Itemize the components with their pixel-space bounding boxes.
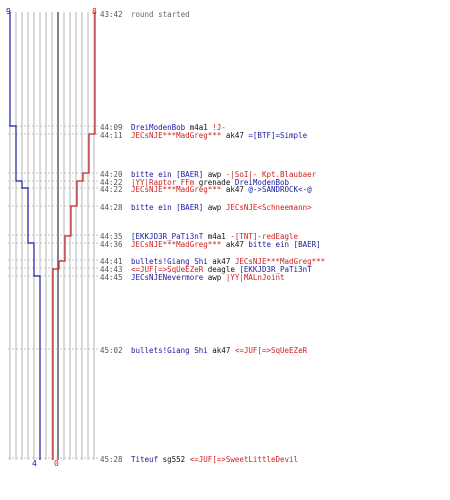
player-name: -|SoI|- Kpt.Blaubaer: [225, 170, 317, 179]
weapon-name: m4a1: [203, 232, 231, 241]
weapon-name: deagle: [203, 265, 240, 274]
player-name: !J-: [212, 123, 226, 132]
weapon-name: ak47: [221, 131, 249, 140]
event-timestamp: 44:35: [100, 232, 123, 241]
kill-event: DreiModenBob m4a1 !J-: [131, 123, 226, 132]
event-timestamp: 44:22: [100, 178, 123, 187]
red-end-score: 0: [54, 459, 59, 468]
blue-team-alive-line: [9, 12, 41, 460]
weapon-name: ak47: [207, 346, 235, 355]
player-name: JECsNJE<Schneemann>: [225, 203, 312, 212]
kill-event: |YY|Raptor_FFm grenade DreiModenBob: [131, 178, 289, 187]
event-timestamp: 44:09: [100, 123, 123, 132]
blue-start-score: 9: [6, 7, 11, 16]
round-start-event: round started: [131, 10, 190, 19]
player-name: |YY|Raptor_FFm: [131, 178, 195, 187]
player-name: Titeuf: [131, 455, 159, 464]
kill-event: <=JUF[=>SqUeEZeR deagle [EKKJD3R_PaTi3nT: [131, 265, 312, 274]
weapon-name: awp: [203, 203, 226, 212]
weapon-name: awp: [203, 170, 226, 179]
weapon-name: ak47: [221, 185, 249, 194]
player-name: JECsNJE***MadGreg***: [131, 240, 222, 249]
player-name: @->SANDROCK<-@: [248, 185, 312, 194]
event-timestamp: 44:22: [100, 185, 123, 194]
player-name: JECsNJE***MadGreg***: [234, 257, 326, 266]
red-team-alive-line: [52, 12, 96, 460]
kill-event: bullets!Giang Shi ak47 <=JUF[=>SqUeEZeR: [131, 346, 307, 355]
event-label: round started: [131, 10, 190, 19]
weapon-name: awp: [203, 273, 226, 282]
weapon-name: sg552: [158, 455, 190, 464]
player-name: JECsNJE***MadGreg***: [131, 185, 222, 194]
kill-event: bitte ein [BAER] awp JECsNJE<Schneemann>: [131, 203, 312, 212]
player-name: bitte ein [BAER]: [248, 240, 321, 249]
event-timestamp: 44:28: [100, 203, 123, 212]
player-name: -[TNT]-redEagle: [230, 232, 299, 241]
player-name: <=JUF[=>SweetLittleDevil: [189, 455, 299, 464]
event-timestamp: 45:28: [100, 455, 123, 464]
kill-event: JECsNJE***MadGreg*** ak47 =[BTF]=Simple: [131, 131, 307, 140]
player-name: [EKKJD3R_PaTi3nT: [239, 265, 312, 274]
event-timestamp: 44:45: [100, 273, 123, 282]
weapon-name: grenade: [194, 178, 235, 187]
kill-event: JECsNJE***MadGreg*** ak47 @->SANDROCK<-@: [131, 185, 312, 194]
kill-event: JECsNJE***MadGreg*** ak47 bitte ein [BAE…: [131, 240, 321, 249]
player-name: [EKKJD3R_PaTi3nT: [131, 232, 204, 241]
kill-event: Titeuf sg552 <=JUF[=>SweetLittleDevil: [131, 455, 298, 464]
player-name: bullets!Giang Shi: [131, 346, 208, 355]
event-timestamp: 45:02: [100, 346, 123, 355]
player-name: =[BTF]=Simple: [248, 131, 308, 140]
player-name: |YY|MALnJoint: [225, 273, 285, 282]
weapon-name: ak47: [221, 240, 249, 249]
event-tick-lines: [8, 125, 100, 459]
player-name: <=JUF[=>SqUeEZeR: [234, 346, 308, 355]
player-name: DreiModenBob: [234, 178, 290, 187]
kill-event: bitte ein [BAER] awp -|SoI|- Kpt.Blaubae…: [131, 170, 316, 179]
weapon-name: m4a1: [185, 123, 213, 132]
player-name: JECsNJE***MadGreg***: [131, 131, 222, 140]
event-timestamp: 44:41: [100, 257, 123, 266]
player-name: bitte ein [BAER]: [131, 170, 204, 179]
player-name: JECsNJENevermore: [131, 273, 204, 282]
player-name: bullets!Giang Shi: [131, 257, 208, 266]
kill-event: JECsNJENevermore awp |YY|MALnJoint: [131, 273, 285, 282]
event-timestamp: 44:36: [100, 240, 123, 249]
weapon-name: ak47: [207, 257, 235, 266]
player-gridlines: [9, 12, 95, 460]
event-timestamp: 44:20: [100, 170, 123, 179]
event-timestamp: 43:42: [100, 10, 123, 19]
kill-event: bullets!Giang Shi ak47 JECsNJE***MadGreg…: [131, 257, 325, 266]
red-start-score: 8: [92, 7, 97, 16]
player-name: bitte ein [BAER]: [131, 203, 204, 212]
player-name: DreiModenBob: [131, 123, 186, 132]
blue-end-score: 4: [32, 459, 37, 468]
event-timestamp: 44:43: [100, 265, 123, 274]
kill-event: [EKKJD3R_PaTi3nT m4a1 -[TNT]-redEagle: [131, 232, 298, 241]
player-name: <=JUF[=>SqUeEZeR: [131, 265, 204, 274]
event-timestamp: 44:11: [100, 131, 123, 140]
